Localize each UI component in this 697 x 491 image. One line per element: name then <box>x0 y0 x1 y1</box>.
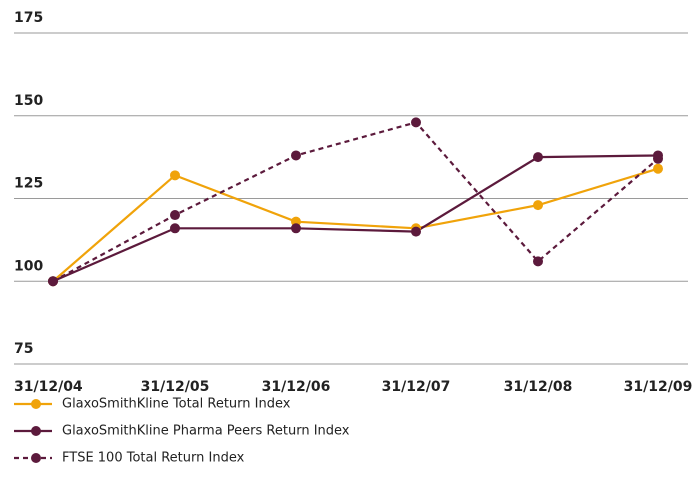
legend-marker <box>31 453 41 463</box>
legend-marker <box>31 399 41 409</box>
x-tick-label: 31/12/05 <box>141 379 210 395</box>
y-tick-label: 125 <box>14 176 43 192</box>
point <box>411 117 421 128</box>
series-line <box>52 121 659 283</box>
series-line <box>52 167 659 283</box>
point <box>653 163 663 174</box>
y-tick-label: 150 <box>14 93 43 109</box>
legend-label: FTSE 100 Total Return Index <box>62 451 245 466</box>
point <box>170 170 180 181</box>
point <box>170 210 180 221</box>
point <box>533 152 543 163</box>
x-tick-label: 31/12/06 <box>262 379 331 395</box>
legend-label: GlaxoSmithKline Total Return Index <box>62 397 291 412</box>
point <box>533 256 543 267</box>
x-tick-label: 31/12/08 <box>504 379 573 395</box>
point <box>411 226 421 237</box>
point <box>291 150 301 161</box>
series-line <box>52 154 659 283</box>
x-tick-label: 31/12/09 <box>624 379 693 395</box>
point <box>170 223 180 234</box>
y-tick-label: 75 <box>14 341 33 357</box>
point <box>291 223 301 234</box>
point <box>653 153 663 164</box>
y-tick-label: 175 <box>14 10 43 26</box>
x-tick-label: 31/12/07 <box>382 379 451 395</box>
x-tick-label: 31/12/04 <box>14 379 83 395</box>
y-tick-label: 100 <box>14 258 43 274</box>
point <box>533 200 543 211</box>
point <box>48 276 58 287</box>
legend-marker <box>31 426 41 436</box>
legend-label: GlaxoSmithKline Pharma Peers Return Inde… <box>62 424 350 439</box>
